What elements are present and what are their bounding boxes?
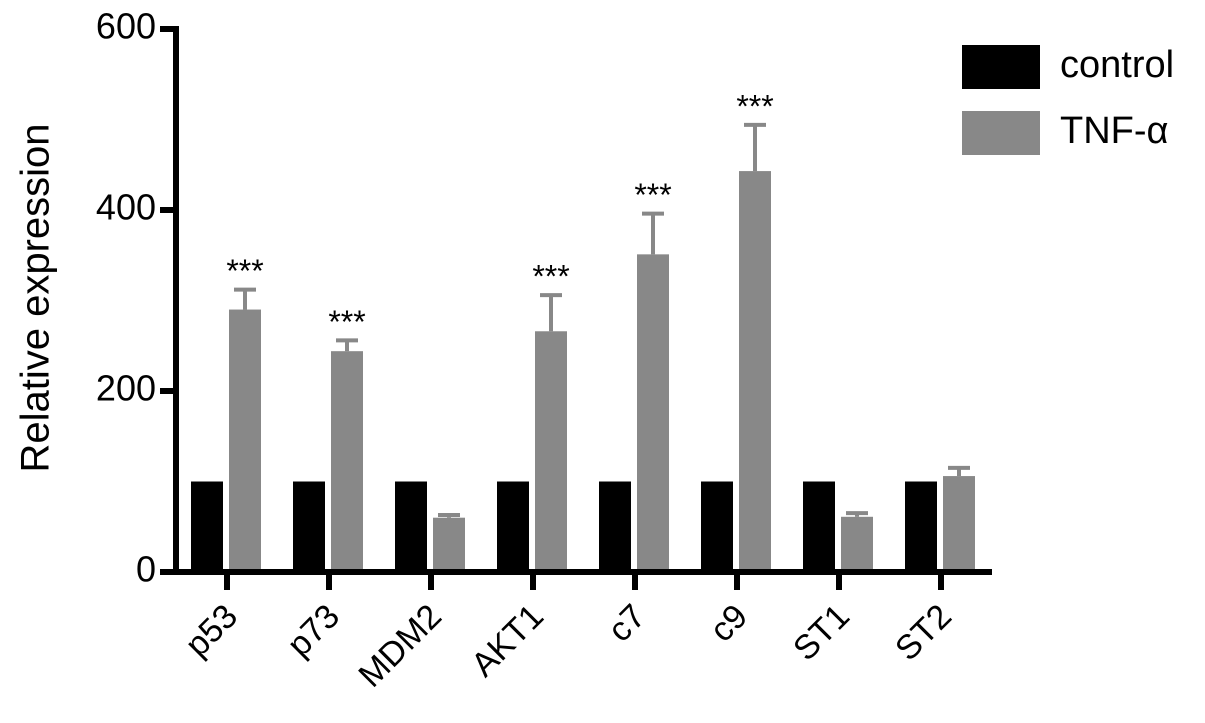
error-bar	[438, 512, 460, 518]
legend-label: TNF-α	[1060, 110, 1169, 152]
error-bar	[846, 511, 868, 517]
bar	[497, 481, 529, 572]
x-tick-label: p73	[280, 597, 347, 664]
significance-label: ***	[736, 88, 773, 124]
x-tick-label: c7	[601, 597, 653, 649]
bar	[841, 516, 873, 572]
bar	[293, 481, 325, 572]
error-bar	[540, 293, 562, 332]
bar	[701, 481, 733, 572]
bar	[535, 331, 567, 572]
x-tick-label: c9	[703, 597, 755, 649]
significance-label: ***	[226, 253, 263, 289]
bar	[943, 476, 975, 572]
x-tick-label: p53	[178, 597, 245, 664]
bar	[191, 481, 223, 572]
error-bar	[744, 122, 766, 172]
y-tick-label: 400	[96, 187, 156, 228]
x-tick-label: AKT1	[464, 597, 551, 684]
error-bar	[948, 465, 970, 477]
significance-label: ***	[532, 259, 569, 295]
bar	[905, 481, 937, 572]
x-tick-label: ST2	[888, 597, 959, 668]
x-tick-label: MDM2	[351, 597, 449, 695]
legend-swatch	[962, 45, 1040, 89]
x-tick-label: ST1	[786, 597, 857, 668]
significance-label: ***	[634, 177, 671, 213]
y-tick-label: 600	[96, 6, 156, 47]
y-tick-label: 200	[96, 368, 156, 409]
legend-label: control	[1060, 44, 1174, 86]
significance-label: ***	[328, 304, 365, 340]
bar	[803, 481, 835, 572]
bar	[637, 254, 669, 572]
y-tick-label: 0	[136, 549, 156, 590]
legend-swatch	[962, 111, 1040, 155]
error-bar	[642, 211, 664, 255]
error-bar	[234, 287, 256, 310]
bar	[599, 481, 631, 572]
error-bar	[336, 338, 358, 352]
bar	[739, 171, 771, 572]
bar	[433, 517, 465, 572]
bar	[395, 481, 427, 572]
bar	[331, 351, 363, 572]
y-axis-title: Relative expression	[14, 123, 58, 472]
bar	[229, 309, 261, 572]
